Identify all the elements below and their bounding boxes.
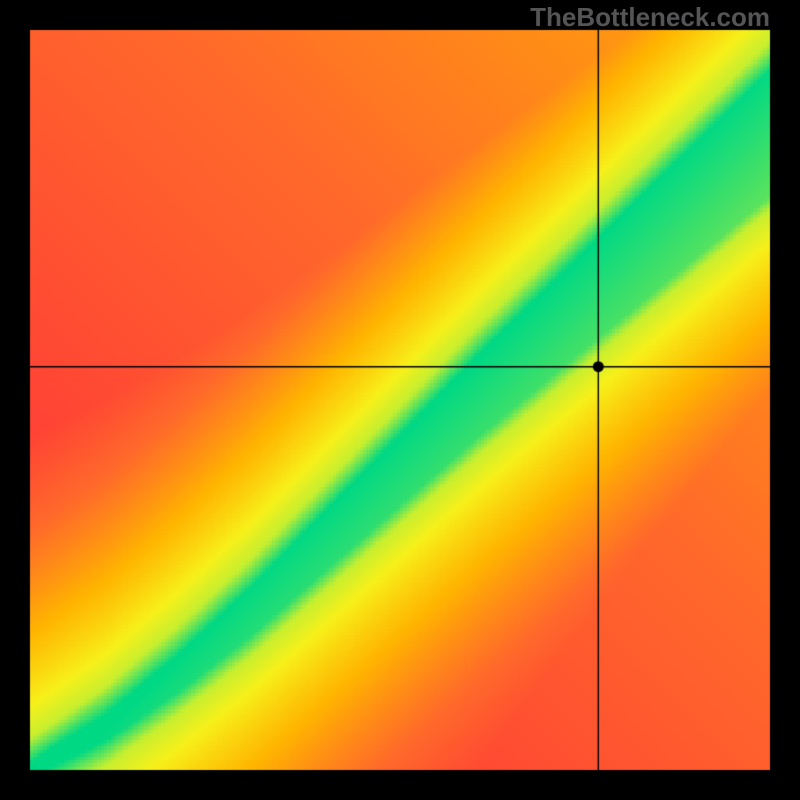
watermark-text: TheBottleneck.com xyxy=(530,2,770,33)
bottleneck-heatmap-canvas xyxy=(0,0,800,800)
chart-container: TheBottleneck.com xyxy=(0,0,800,800)
